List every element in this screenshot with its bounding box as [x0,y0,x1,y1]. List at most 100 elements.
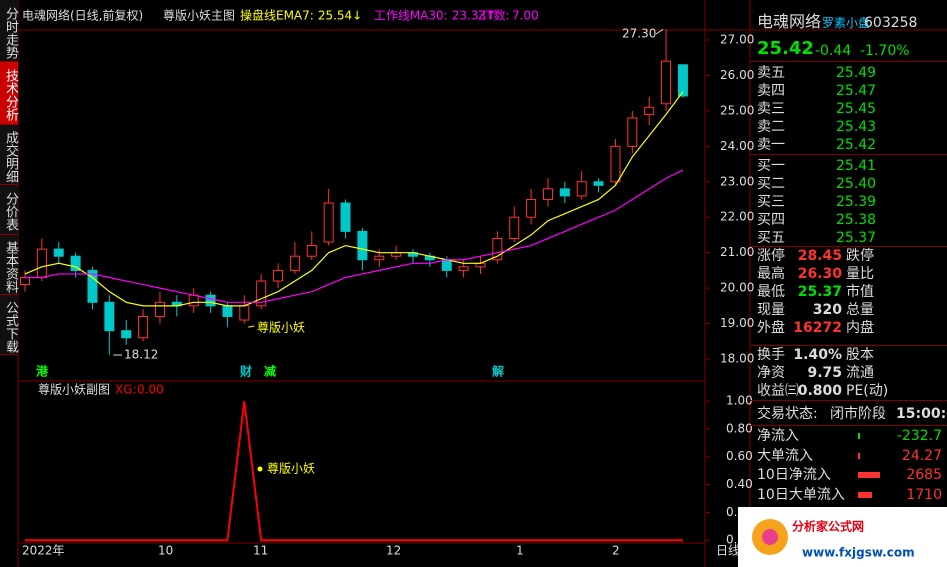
candle-body [104,301,115,332]
stat-value: 16272 [793,320,842,336]
book-price: 25.39 [836,193,877,210]
candle-body [256,280,267,307]
y-tick-label: 22.00 [720,210,754,224]
watermark-url: www.fxjgsw.com [802,546,915,560]
stat-label: 涨停 [757,248,785,264]
stat-label: 换手 [757,347,785,363]
legend-name: 操盘线EMA7: [240,8,314,23]
candle-body [188,294,199,307]
y-tick-label: 24.00 [720,139,754,153]
flow-label: 10日净流入 [757,467,831,483]
x-tick-label: 日线 [716,544,740,558]
zt-label: ZT数: [478,8,510,23]
candle-body [661,60,672,105]
legend-value: 23.33↑ [452,9,496,23]
event-marker: 财 [239,364,252,379]
indicator-line [24,91,684,307]
candle-body [70,255,81,271]
indicator-line [25,169,684,303]
pct: -1.70% [860,43,910,59]
side-tab[interactable]: 公式下载 [0,295,18,355]
flow-bar [858,491,872,498]
y-tick-label: 19.00 [720,316,754,330]
book-price: 25.47 [836,83,877,100]
stat-value: 25.37 [797,284,842,300]
stock-code: 603258 [864,15,918,31]
book-price: 25.45 [836,101,877,118]
y-tick-label: 26.00 [720,68,754,82]
arrow [248,325,255,328]
candle-body [610,145,621,183]
book-price: 25.49 [836,65,877,81]
stat-label: 外盘 [757,320,785,336]
flow-value: 1710 [906,486,942,503]
candle-body [677,64,688,97]
candle-body [273,269,284,282]
stat-label: 内盘 [846,320,874,336]
signal-line [25,400,683,542]
side-tab[interactable]: 基本资料 [0,235,18,295]
flow-bar [858,452,860,459]
side-tab[interactable]: 分价表 [0,185,18,235]
flow-label: 净流入 [757,428,799,444]
x-tick-label: 1 [516,544,524,558]
candle-body [593,181,604,186]
candle-body [627,117,638,147]
y-tick-label: 18.00 [720,352,754,366]
candle-body [36,248,47,278]
side-tab[interactable]: 技术分析 [0,62,18,125]
stat-label: 跌停 [846,248,874,264]
side-tab[interactable]: 分时走势 [0,0,18,62]
stat-value: 1.40% [793,347,842,363]
candle-body [239,305,250,321]
stat-value: 9.75 [807,365,842,381]
y-tick-label: 0.60 [726,449,753,463]
stat-label: 流通 [846,365,874,381]
sub-title: 尊版小妖副图 [38,382,110,397]
stat-label: 最低 [757,284,785,300]
candle-body [306,245,317,257]
sub-legend-value: 0.00 [137,383,164,397]
book-label: 买五 [757,229,785,246]
y-tick-label: 25.00 [720,103,754,117]
stat-value: 28.45 [797,248,842,264]
candle-body [559,188,570,197]
sub-legend-name: XG: [115,383,137,397]
signal-label: 尊版小妖 [257,320,305,335]
book-label: 卖五 [757,65,785,81]
signal-dot [257,466,263,472]
stat-label: 最高 [757,266,785,282]
candle-body [205,294,216,307]
max-label: 27.30 [622,27,656,41]
status-time: 15:00:0 [896,406,947,422]
separator [750,400,947,401]
sub-signal-label: 尊版小妖 [267,461,315,476]
arrow [655,28,664,35]
candle-body [357,230,368,261]
side-tab[interactable]: 成交明细 [0,125,18,185]
candle-body [458,266,469,271]
flow-value: 2685 [906,467,942,483]
flow-value: -232.7 [896,428,942,444]
x-tick-label: 2022年 [22,544,65,558]
book-price: 25.40 [836,175,877,192]
candle-body [222,305,233,317]
x-tick-label: 10 [158,544,173,558]
x-tick-label: 11 [253,544,268,558]
stat-label: 现量 [757,302,785,318]
stat-label: 股本 [846,347,874,363]
book-price: 25.38 [836,211,877,228]
y-tick-label: 27.00 [720,32,754,46]
min-label: 18.12 [124,348,158,362]
candle-body [374,255,385,261]
flow-bar [858,472,880,478]
candle-body [121,330,132,339]
stat-value: 320 [812,302,842,318]
y-tick-label: 0.80 [726,421,753,435]
stat-label: 市值 [846,284,874,300]
watermark-brand: 分析家公式网 [792,519,864,534]
stat-value: 0.800 [797,383,842,399]
candle-body [441,259,452,271]
event-marker: 港 [36,364,49,379]
book-price: 25.41 [836,157,877,174]
